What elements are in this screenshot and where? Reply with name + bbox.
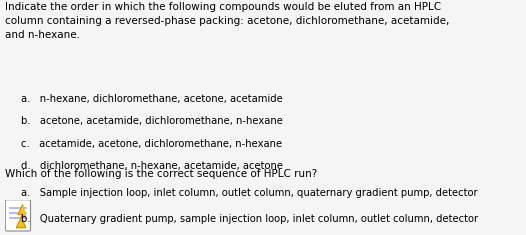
- Text: Indicate the order in which the following compounds would be eluted from an HPLC: Indicate the order in which the followin…: [5, 2, 450, 40]
- FancyBboxPatch shape: [5, 200, 31, 231]
- Text: b.   acetone, acetamide, dichloromethane, n-hexane: b. acetone, acetamide, dichloromethane, …: [21, 116, 283, 126]
- Polygon shape: [16, 205, 26, 228]
- Text: c.   acetamide, acetone, dichloromethane, n-hexane: c. acetamide, acetone, dichloromethane, …: [21, 139, 282, 149]
- Text: a.   n-hexane, dichloromethane, acetone, acetamide: a. n-hexane, dichloromethane, acetone, a…: [21, 94, 283, 104]
- Text: b.   Quaternary gradient pump, sample injection loop, inlet column, outlet colum: b. Quaternary gradient pump, sample inje…: [21, 214, 478, 224]
- Text: d.   dichloromethane, n-hexane, acetamide, acetone: d. dichloromethane, n-hexane, acetamide,…: [21, 161, 283, 171]
- Text: a.   Sample injection loop, inlet column, outlet column, quaternary gradient pum: a. Sample injection loop, inlet column, …: [21, 188, 478, 198]
- Text: Which of the following is the correct sequence of HPLC run?: Which of the following is the correct se…: [5, 169, 318, 179]
